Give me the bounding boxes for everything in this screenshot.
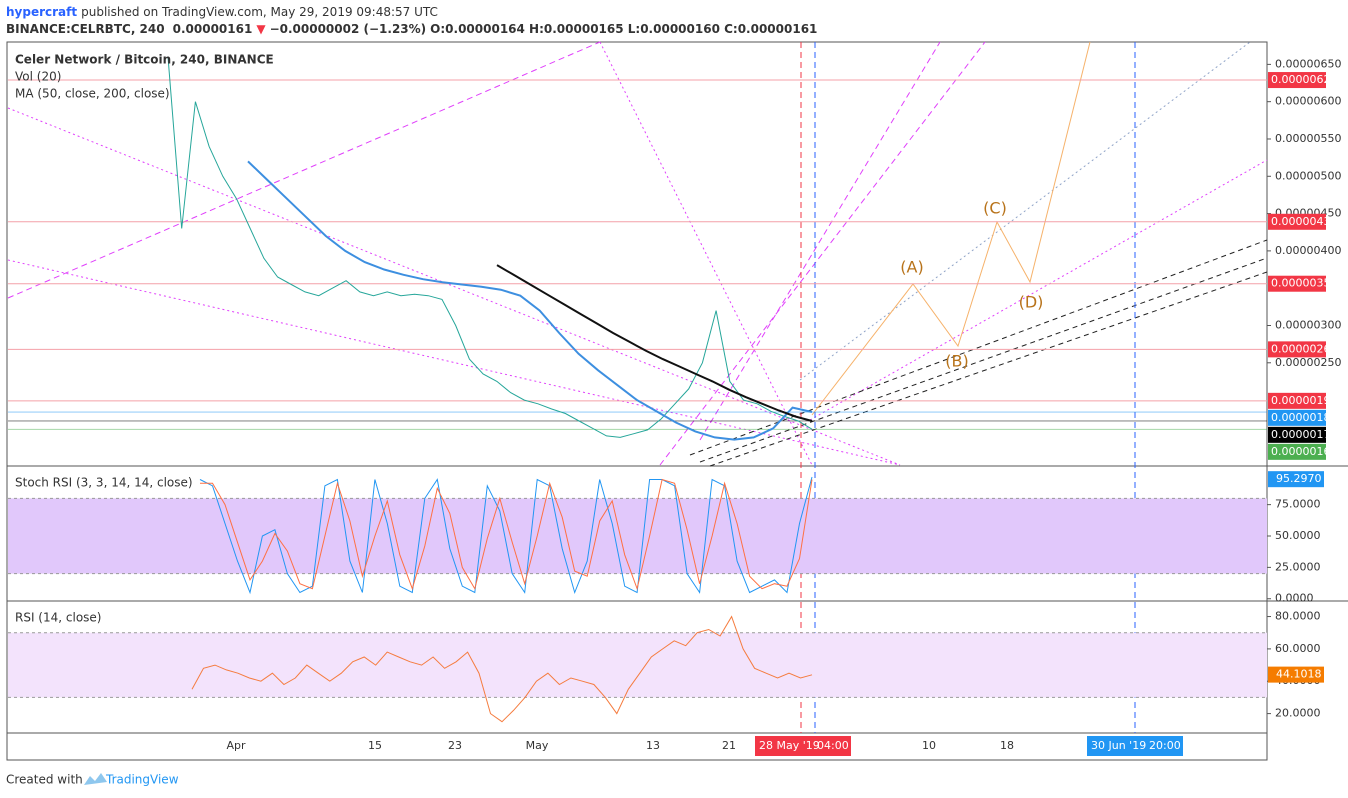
y-tick-label: 0.00000300	[1275, 318, 1341, 331]
price-label: 0.00000172	[1271, 428, 1337, 441]
price-label-box	[1268, 72, 1326, 89]
footer-text: Created with	[6, 773, 83, 787]
y-tick-label: 0.00000400	[1275, 244, 1341, 257]
legend-text: MA (50, close, 200, close)	[15, 87, 170, 101]
ohlc: O:0.00000164 H:0.00000165 L:0.00000160 C…	[430, 22, 817, 36]
trend-line	[599, 41, 813, 466]
price-label-box	[1268, 341, 1326, 358]
published: published on TradingView.com, May 29, 20…	[81, 5, 438, 19]
x-tick-label: Apr	[226, 739, 246, 752]
price-label-box	[1268, 213, 1326, 230]
value-label-box	[1268, 471, 1324, 488]
series-line	[496, 264, 813, 422]
y-tick-label: 0.00000500	[1275, 169, 1341, 182]
y-tick-label: 0.00000600	[1275, 95, 1341, 108]
legend-text: Celer Network / Bitcoin, 240, BINANCE	[15, 53, 274, 67]
trend-line	[809, 159, 1268, 421]
y-tick-label: 80.0000	[1275, 610, 1321, 623]
header-line-1: hypercraft published on TradingView.com, …	[6, 5, 438, 19]
time-highlight-date: 28 May '19	[759, 739, 820, 752]
y-tick-label: 0.00000250	[1275, 356, 1341, 369]
price-label-box	[1268, 392, 1326, 409]
series-line	[200, 478, 813, 591]
value-label: 95.2970	[1276, 472, 1322, 485]
symbol: BINANCE:CELRBTC, 240	[6, 22, 165, 36]
price-label: 0.00000439	[1271, 215, 1337, 228]
arrow: ▼	[256, 22, 266, 36]
annotation: (C)	[983, 199, 1007, 218]
trend-line	[699, 257, 1268, 463]
x-tick-label: 23	[448, 739, 462, 752]
drawings	[7, 41, 1268, 733]
band	[8, 498, 1267, 574]
x-tick-label: 15	[368, 739, 382, 752]
y-tick-label: 0.00000550	[1275, 132, 1341, 145]
brand-logo	[84, 773, 107, 785]
trend-line	[709, 271, 1268, 467]
x-tick-label: 18	[1000, 739, 1014, 752]
x-tick-label: 21	[722, 739, 736, 752]
y-tick-label: 75.0000	[1275, 498, 1321, 511]
price-label-box	[1268, 426, 1326, 443]
x-tick-label: May	[526, 739, 549, 752]
y-tick-label: 25.0000	[1275, 560, 1321, 573]
x-tick-label: 10	[922, 739, 936, 752]
price-label: 0.00000161	[1271, 445, 1337, 458]
y-tick-label: 0.00000650	[1275, 57, 1341, 70]
time-highlight-date: 30 Jun '19	[1091, 739, 1146, 752]
trend-line	[689, 239, 1268, 456]
time-highlight-time: 20:00	[1149, 739, 1181, 752]
trend-line	[7, 41, 601, 299]
legend-text: Vol (20)	[15, 70, 61, 84]
price-label: 0.00000356	[1271, 277, 1337, 290]
annotation: (B)	[945, 352, 968, 371]
annotation: (D)	[1019, 293, 1044, 312]
y-tick-label: 60.0000	[1275, 642, 1321, 655]
series-line	[191, 615, 813, 723]
band	[8, 632, 1267, 698]
change: −0.00000002 (−1.23%)	[270, 22, 427, 36]
annotation: (A)	[900, 258, 923, 277]
y-tick-label: 50.0000	[1275, 529, 1321, 542]
price-label-box	[1268, 443, 1326, 460]
price-label: 0.00000184	[1271, 411, 1337, 424]
last: 0.00000161	[173, 22, 253, 36]
series-line	[247, 160, 813, 441]
price-label: 0.00000629	[1271, 73, 1337, 86]
user[interactable]: hypercraft	[6, 5, 77, 19]
y-tick-label: 0.0000	[1275, 592, 1314, 605]
trend-line	[659, 41, 986, 466]
series-line	[199, 476, 813, 595]
price-label: 0.00000199	[1271, 394, 1337, 407]
value-label-box	[1268, 666, 1324, 683]
trend-line	[699, 41, 941, 441]
x-tick-label: 13	[646, 739, 660, 752]
panel-title: RSI (14, close)	[15, 611, 101, 625]
time-highlight	[755, 736, 851, 756]
footer-brand[interactable]: TradingView	[105, 773, 179, 787]
value-label: 44.1018	[1276, 668, 1322, 681]
price-label: 0.00000268	[1271, 342, 1337, 355]
series-line	[167, 56, 813, 438]
time-highlight-time: 04:00	[817, 739, 849, 752]
trend-line	[7, 107, 901, 466]
header-line-2: BINANCE:CELRBTC, 240 0.00000161 ▼ −0.000000…	[6, 22, 817, 36]
trend-line	[799, 41, 1251, 381]
panel-title: Stoch RSI (3, 3, 14, 14, close)	[15, 476, 193, 490]
price-label-box	[1268, 275, 1326, 292]
y-tick-label: 20.0000	[1275, 707, 1321, 720]
time-highlight	[1087, 736, 1183, 756]
trend-line	[7, 259, 901, 466]
price-label-box	[1268, 409, 1326, 426]
